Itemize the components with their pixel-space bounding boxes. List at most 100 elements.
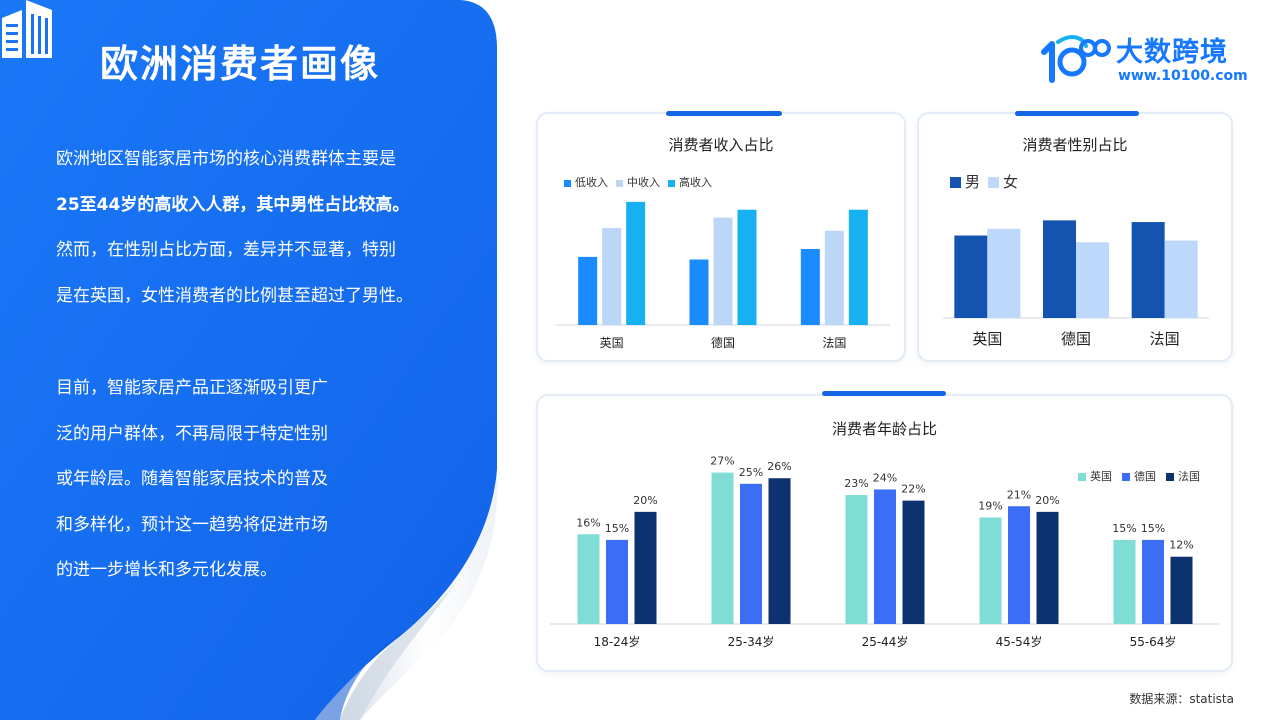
x-tick-label: 德国 — [1061, 330, 1091, 348]
logo-url: www.10100.com — [1118, 68, 1248, 84]
bar — [713, 217, 733, 325]
paragraph-line: 目前，智能家居产品正逐渐吸引更广 — [56, 378, 328, 398]
legend-swatch — [988, 177, 999, 188]
bar — [979, 517, 1002, 624]
data-label: 26% — [767, 460, 791, 473]
data-label: 15% — [1112, 522, 1136, 535]
legend-label: 男 — [965, 173, 980, 191]
legend-swatch — [616, 180, 623, 187]
panel-background — [0, 0, 498, 720]
legend-label: 德国 — [1134, 469, 1156, 483]
page-title: 欧洲消费者画像 — [100, 42, 381, 86]
bar — [824, 230, 844, 325]
x-tick-label: 25-34岁 — [728, 634, 775, 649]
legend-label: 法国 — [1178, 469, 1200, 483]
bar — [578, 256, 598, 325]
x-tick-label: 18-24岁 — [594, 634, 641, 649]
bar — [902, 500, 925, 624]
bar — [1008, 506, 1030, 624]
bar — [987, 228, 1021, 318]
left-panel: 欧洲消费者画像 欧洲地区智能家居市场的核心消费群体主要是 25至44岁的高收入人群… — [0, 0, 520, 720]
x-tick-label: 英国 — [972, 330, 1002, 348]
paragraph-line: 的进一步增长和多元化发展。 — [56, 560, 277, 580]
data-label: 19% — [978, 499, 1002, 512]
legend-label: 中收入 — [627, 175, 660, 189]
card-accent-bar — [1015, 111, 1139, 116]
legend-swatch — [1078, 473, 1086, 481]
data-label: 24% — [873, 471, 897, 484]
bar — [606, 539, 628, 624]
data-source: 数据来源：statista — [1129, 692, 1234, 706]
bar — [634, 511, 657, 624]
card-accent-bar — [822, 391, 946, 396]
paragraph-line: 或年龄层。随着智能家居技术的普及 — [56, 469, 328, 489]
gender-chart: 男 女英国 德国 法国 — [943, 173, 1209, 348]
data-label: 22% — [901, 483, 925, 496]
paragraph-line: 是在英国，女性消费者的比例甚至超过了男性。 — [56, 285, 413, 306]
bar — [845, 495, 868, 624]
bar — [577, 534, 600, 624]
x-tick-label: 法国 — [822, 336, 846, 350]
data-label: 25% — [739, 466, 763, 479]
legend-swatch — [1166, 473, 1174, 481]
bar — [1164, 240, 1198, 318]
bar — [1142, 539, 1164, 624]
legend-swatch — [1122, 473, 1130, 481]
data-label: 23% — [844, 477, 868, 490]
bar — [689, 259, 709, 325]
bar — [874, 489, 896, 624]
data-label: 20% — [1035, 494, 1059, 507]
paragraph-line: 和多样化，预计这一趋势将促进市场 — [56, 514, 328, 535]
data-label: 16% — [576, 516, 600, 529]
x-tick-label: 德国 — [711, 335, 735, 350]
data-label: 21% — [1007, 488, 1031, 501]
bar — [848, 209, 868, 325]
bar — [740, 483, 762, 624]
legend-label: 高收入 — [679, 175, 712, 189]
age-chart: 英国 德国 法国 16% 15% 20% 18-24岁 27% 25% 26% 25-34岁 23% 2… — [550, 455, 1220, 649]
bar — [1076, 242, 1109, 318]
legend-label: 低收入 — [575, 175, 608, 189]
x-tick-label: 英国 — [600, 336, 624, 350]
data-label: 27% — [710, 455, 734, 468]
bar — [1170, 556, 1193, 624]
trend-paragraph: 目前，智能家居产品正逐渐吸引更广 泛的用户群体，不再局限于特定性别 或年龄层。随着智… — [56, 366, 366, 594]
bar — [1113, 539, 1136, 624]
income-chart-card: 消费者收入占比 低收入 中收入 高收入 英国 德国 法国 — [536, 111, 906, 362]
bar — [768, 478, 791, 624]
data-label: 15% — [605, 522, 629, 535]
bar — [800, 249, 820, 325]
bar — [711, 472, 734, 624]
bar — [1036, 511, 1059, 624]
x-tick-label: 45-54岁 — [996, 634, 1043, 649]
10100-logo-icon — [1041, 35, 1111, 83]
paragraph-line: 25至44岁的高收入人群，其中男性占比较高。 — [56, 194, 410, 215]
building-icon — [2, 0, 52, 58]
logo-name: 大数跨境 — [1116, 37, 1228, 68]
x-tick-label: 55-64岁 — [1130, 634, 1177, 649]
data-label: 20% — [633, 494, 657, 507]
bar — [954, 235, 988, 318]
data-label: 12% — [1169, 539, 1193, 552]
legend-swatch — [564, 180, 571, 187]
data-label: 15% — [1141, 522, 1165, 535]
legend-swatch — [950, 177, 961, 188]
bar — [602, 228, 622, 325]
bar — [1131, 222, 1165, 318]
legend-swatch — [668, 180, 675, 187]
bar — [626, 201, 646, 325]
paragraph-line: 然而，在性别占比方面，差异并不显著，特别 — [56, 240, 396, 260]
x-tick-label: 25-44岁 — [862, 634, 909, 649]
gender-chart-card: 消费者性别占比 男 女英国 德国 法国 — [917, 111, 1233, 362]
brand-logo: 大数跨境 www.10100.com — [1036, 28, 1256, 88]
x-tick-label: 法国 — [1150, 330, 1180, 348]
bar — [1043, 220, 1076, 318]
paragraph-line: 泛的用户群体，不再局限于特定性别 — [56, 423, 328, 444]
bar — [737, 209, 757, 325]
age-chart-card: 消费者年龄占比 英国 德国 法国 16% 15% 20% 18-24岁 27% 25% 26% 25… — [536, 391, 1233, 672]
legend-label: 英国 — [1090, 469, 1112, 483]
legend-label: 女 — [1003, 173, 1018, 191]
age-chart-title: 消费者年龄占比 — [831, 420, 937, 438]
gender-chart-title: 消费者性别占比 — [1022, 136, 1128, 154]
